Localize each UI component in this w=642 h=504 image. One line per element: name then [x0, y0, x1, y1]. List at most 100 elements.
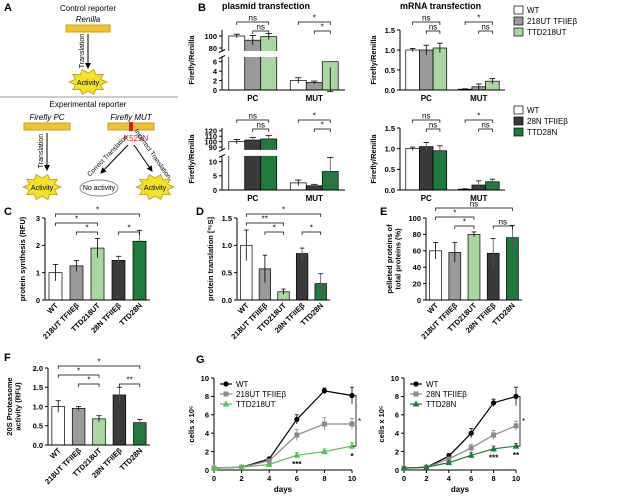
y-tick-label: 0.0	[33, 441, 43, 450]
y-axis-label: Firefly/Renilla	[369, 35, 378, 85]
y-tick-label: 0	[213, 186, 217, 195]
y-tick-label: 2	[395, 447, 399, 456]
marker	[294, 416, 300, 422]
legend-swatch	[513, 16, 524, 26]
bar	[295, 253, 309, 301]
significance-label: *	[85, 224, 88, 233]
axis-break	[218, 49, 226, 53]
legend-label: TTD218UT	[236, 400, 276, 409]
significance-bracket	[245, 213, 322, 217]
x-tick-label: 10	[348, 474, 356, 483]
significance-bracket	[492, 225, 513, 229]
marker	[490, 445, 497, 452]
annotation: **	[513, 451, 520, 460]
marker	[467, 451, 475, 458]
bar	[111, 260, 126, 301]
y-axis-label-line: total proteins (%)	[394, 228, 403, 290]
marker	[400, 464, 408, 471]
x-tick-label: PC	[247, 194, 258, 203]
significance-bracket	[478, 128, 493, 132]
significance-bracket	[264, 231, 284, 235]
significance-label: ns	[429, 23, 437, 32]
y-tick-label: 0	[36, 296, 40, 305]
y-tick-label: 2	[205, 447, 209, 456]
bar	[244, 39, 262, 91]
y-tick-label: 1	[36, 268, 40, 277]
arrow	[100, 144, 129, 174]
significance-bracket	[252, 30, 270, 34]
axis-break-gap	[222, 149, 346, 156]
significance-label: ns	[429, 121, 437, 130]
marker	[445, 458, 453, 466]
x-tick-label: PC	[421, 94, 432, 103]
x-tick-label: PC	[421, 194, 432, 203]
marker	[349, 421, 355, 427]
pc-gene-bar	[23, 122, 71, 131]
y-tick-label: 80	[209, 44, 217, 53]
significance-label: *	[453, 209, 456, 218]
series-line	[213, 445, 353, 469]
panel-label: A	[4, 2, 12, 14]
bar	[405, 49, 420, 91]
legend-swatch	[513, 27, 524, 37]
significance-label: *	[97, 358, 100, 367]
legend-label: TTD28N	[527, 128, 557, 137]
bar	[467, 234, 481, 301]
significance-label: *	[313, 112, 316, 121]
axis-break	[218, 153, 226, 158]
x-tick-label: WT	[48, 446, 63, 461]
y-tick-label: 0	[205, 466, 209, 475]
marker	[491, 400, 497, 406]
x-tick-label: 10	[512, 474, 520, 483]
arrow-label: Incorrect Translation	[132, 128, 172, 181]
significance-bracket	[454, 225, 475, 229]
y-axis-label: cells x 10⁵	[377, 405, 386, 442]
marker	[293, 451, 301, 458]
y-tick-label: 2	[213, 76, 217, 85]
significance-bracket	[435, 207, 513, 211]
marker	[468, 445, 474, 451]
significance-label: ns	[422, 112, 430, 121]
x-tick-label: WT	[45, 301, 60, 316]
x-tick-label: TTD28N	[118, 301, 144, 327]
result-label: No activity	[83, 185, 116, 192]
axis-break	[218, 147, 226, 152]
x-tick-label: 4	[267, 474, 272, 483]
legend-label: WT	[527, 106, 540, 115]
significance-label: ns	[257, 121, 265, 130]
significance-bracket	[435, 216, 475, 220]
y-tick-label: 10	[209, 157, 217, 166]
significance-label: **	[262, 215, 268, 224]
marker	[321, 447, 328, 455]
y-tick-label: 90	[209, 143, 217, 152]
y-tick-label: 2	[36, 241, 40, 250]
significance-bracket	[236, 119, 270, 123]
marker	[321, 421, 327, 427]
marker	[223, 391, 229, 397]
significance-bracket	[425, 30, 441, 34]
bar	[432, 47, 448, 91]
significance-label: *	[282, 206, 285, 215]
panel-label: B	[198, 2, 206, 14]
significance-bracket	[297, 119, 331, 123]
marker	[423, 463, 430, 470]
y-tick-label: 1.5	[33, 383, 43, 392]
significance-bracket	[245, 222, 284, 226]
y-tick-label: 4	[395, 429, 400, 438]
y-tick-label: 8	[205, 392, 209, 401]
y-tick-label: 6	[395, 411, 399, 420]
significance-label: ns	[249, 112, 257, 121]
legend-label: TTD28N	[426, 400, 456, 409]
y-axis-label: cells x 10⁵	[187, 405, 196, 442]
bar	[260, 36, 278, 91]
x-tick-label: 6	[469, 474, 473, 483]
result-label: Activity	[77, 80, 100, 87]
chart-title: mRNA transfection	[400, 1, 481, 11]
marker	[223, 381, 229, 387]
y-tick-label: 100	[204, 137, 217, 146]
y-axis-label: protein synthesis (RFU)	[18, 216, 27, 301]
y-tick-label: 110	[205, 132, 217, 141]
y-tick-label: 0	[395, 466, 399, 475]
y-tick-label: 8	[395, 392, 399, 401]
experimental-title: Experimental reporter	[50, 100, 127, 109]
